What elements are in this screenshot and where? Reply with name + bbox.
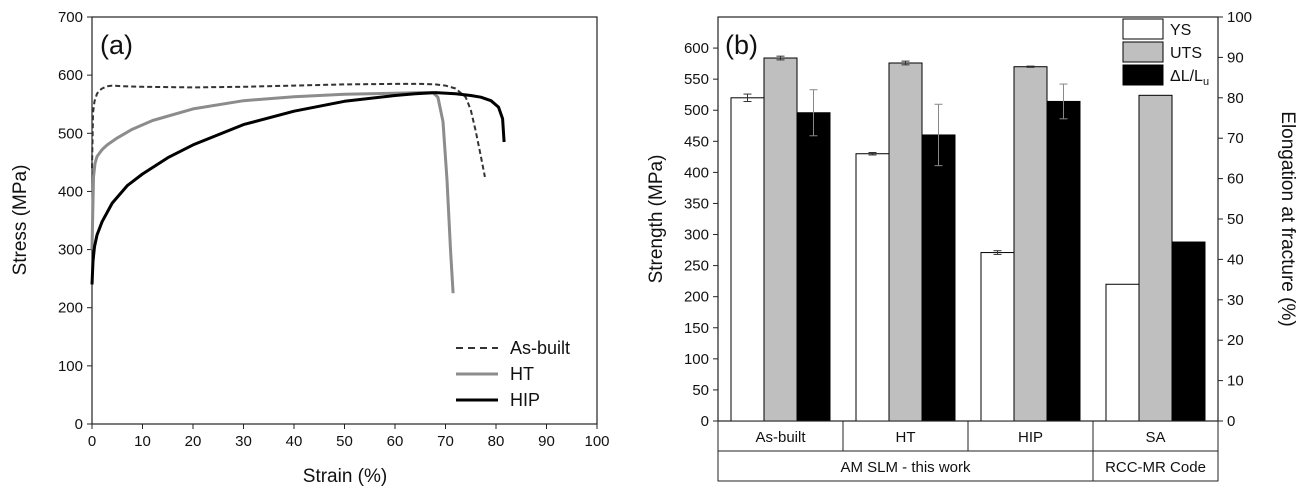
bar-elongation-hip bbox=[1046, 100, 1081, 422]
a-y-tick-label: 700 bbox=[58, 9, 83, 26]
b-left-tick-label: 50 bbox=[692, 382, 709, 399]
b-right-tick-label: 100 bbox=[1227, 9, 1252, 26]
a-x-tick-label: 70 bbox=[437, 433, 454, 450]
bar-uts-ht bbox=[888, 62, 923, 422]
bar-uts-as-built bbox=[763, 57, 798, 422]
b-right-tick-label: 50 bbox=[1227, 211, 1244, 228]
legend-swatch-elongation bbox=[1122, 64, 1164, 86]
b-left-tick-label: 400 bbox=[684, 164, 709, 181]
panel-a-label: (a) bbox=[100, 30, 133, 60]
bar-ys-sa bbox=[1105, 283, 1140, 422]
a-y-tick-label: 200 bbox=[58, 300, 83, 317]
bar-ys-hip bbox=[980, 252, 1015, 422]
series-line-as-built bbox=[91, 82, 486, 178]
a-x-tick-label: 40 bbox=[286, 433, 303, 450]
panel-b-legend: YS UTS ΔL/Lu bbox=[1122, 18, 1209, 88]
bar-elongation-as-built bbox=[796, 112, 831, 422]
bar-elongation-sa bbox=[1171, 241, 1206, 422]
a-y-tick-label: 100 bbox=[58, 358, 83, 375]
panel-a-y-axis: 0 100 200 300 400 500 600 700 bbox=[58, 9, 92, 433]
bar-ys-as-built bbox=[730, 97, 765, 422]
a-y-tick-label: 600 bbox=[58, 67, 83, 84]
b-right-tick-label: 70 bbox=[1227, 130, 1244, 147]
a-x-tick-label: 0 bbox=[88, 433, 96, 450]
b-right-tick-label: 20 bbox=[1227, 332, 1244, 349]
b-right-tick-label: 80 bbox=[1227, 90, 1244, 107]
a-y-tick-label: 400 bbox=[58, 183, 83, 200]
a-x-tick-label: 100 bbox=[584, 433, 609, 450]
panel-b: 0 50 100 150 200 250 300 350 400 450 500 550 600 0 10… bbox=[646, 9, 1298, 482]
panel-b-label: (b) bbox=[725, 30, 758, 60]
series-line-hip bbox=[90, 91, 506, 285]
panel-a-plot-frame bbox=[91, 16, 598, 425]
panel-b-left-y-axis: 0 50 100 150 200 250 300 350 400 450 500 550 600 bbox=[684, 40, 718, 430]
legend-label-ys: YS bbox=[1170, 22, 1191, 39]
legend-label-elongation: ΔL/Lu bbox=[1170, 68, 1209, 88]
b-right-tick-label: 0 bbox=[1227, 413, 1235, 430]
bar-uts-hip bbox=[1013, 66, 1048, 422]
a-y-tick-label: 500 bbox=[58, 125, 83, 142]
a-y-tick-label: 0 bbox=[75, 416, 83, 433]
bar-ys-ht bbox=[855, 153, 890, 422]
a-x-tick-label: 60 bbox=[387, 433, 404, 450]
panel-a-x-axis-label: Strain (%) bbox=[303, 466, 387, 487]
b-left-tick-label: 100 bbox=[684, 351, 709, 368]
b-right-tick-label: 90 bbox=[1227, 49, 1244, 66]
series-line-ht bbox=[90, 91, 455, 294]
legend-label-elongation-sub: u bbox=[1203, 76, 1209, 88]
b-right-tick-label: 40 bbox=[1227, 251, 1244, 268]
a-x-tick-label: 30 bbox=[235, 433, 252, 450]
panel-a-legend: As-built HT HIP bbox=[456, 338, 570, 410]
bar-elongation-ht bbox=[921, 134, 956, 422]
b-right-tick-label: 30 bbox=[1227, 292, 1244, 309]
legend-label-uts: UTS bbox=[1170, 45, 1202, 62]
group-label: RCC-MR Code bbox=[1105, 459, 1206, 476]
a-x-tick-label: 80 bbox=[488, 433, 505, 450]
b-left-tick-label: 450 bbox=[684, 133, 709, 150]
panel-b-bars bbox=[730, 55, 1206, 422]
category-label: HT bbox=[896, 429, 916, 446]
bar-uts-sa bbox=[1138, 94, 1173, 422]
panel-b-right-axis-label: Elongation at fracture (%) bbox=[1277, 111, 1298, 326]
b-right-tick-label: 10 bbox=[1227, 373, 1244, 390]
b-left-tick-label: 350 bbox=[684, 195, 709, 212]
a-x-tick-label: 10 bbox=[134, 433, 151, 450]
b-left-tick-label: 500 bbox=[684, 102, 709, 119]
b-left-tick-label: 550 bbox=[684, 71, 709, 88]
panel-b-category-table: As-built HT HIP SA AM SLM - this work RCC-MR … bbox=[717, 420, 1219, 482]
category-label: As-built bbox=[755, 429, 806, 446]
panel-a-x-axis: 0 10 20 30 40 50 60 70 80 90 100 bbox=[88, 424, 610, 450]
b-left-tick-label: 150 bbox=[684, 320, 709, 337]
a-x-tick-label: 20 bbox=[185, 433, 202, 450]
b-left-tick-label: 200 bbox=[684, 289, 709, 306]
a-x-tick-label: 90 bbox=[538, 433, 555, 450]
a-y-tick-label: 300 bbox=[58, 242, 83, 259]
b-right-tick-label: 60 bbox=[1227, 171, 1244, 188]
panel-b-left-axis-label: Strength (MPa) bbox=[646, 155, 667, 284]
a-x-tick-label: 50 bbox=[336, 433, 353, 450]
group-label: AM SLM - this work bbox=[840, 459, 971, 476]
legend-label-hip: HIP bbox=[510, 390, 540, 410]
b-left-tick-label: 600 bbox=[684, 40, 709, 57]
legend-swatch-uts bbox=[1122, 41, 1164, 63]
legend-label-as-built: As-built bbox=[510, 338, 570, 358]
panel-b-right-y-axis: 0 10 20 30 40 50 60 70 80 90 100 bbox=[1218, 9, 1252, 430]
panel-a: 0 100 200 300 400 500 600 700 0 10 20 30 40 50 60 70 80… bbox=[10, 9, 610, 487]
legend-swatch-ys bbox=[1122, 18, 1164, 40]
legend-label-elongation-main: ΔL/L bbox=[1170, 68, 1203, 85]
b-left-tick-label: 0 bbox=[701, 413, 709, 430]
b-left-tick-label: 250 bbox=[684, 258, 709, 275]
legend-label-ht: HT bbox=[510, 364, 534, 384]
category-label: SA bbox=[1145, 429, 1165, 446]
panel-a-series bbox=[90, 82, 506, 294]
b-left-tick-label: 300 bbox=[684, 227, 709, 244]
category-label: HIP bbox=[1018, 429, 1043, 446]
panel-a-y-axis-label: Stress (MPa) bbox=[10, 165, 31, 276]
